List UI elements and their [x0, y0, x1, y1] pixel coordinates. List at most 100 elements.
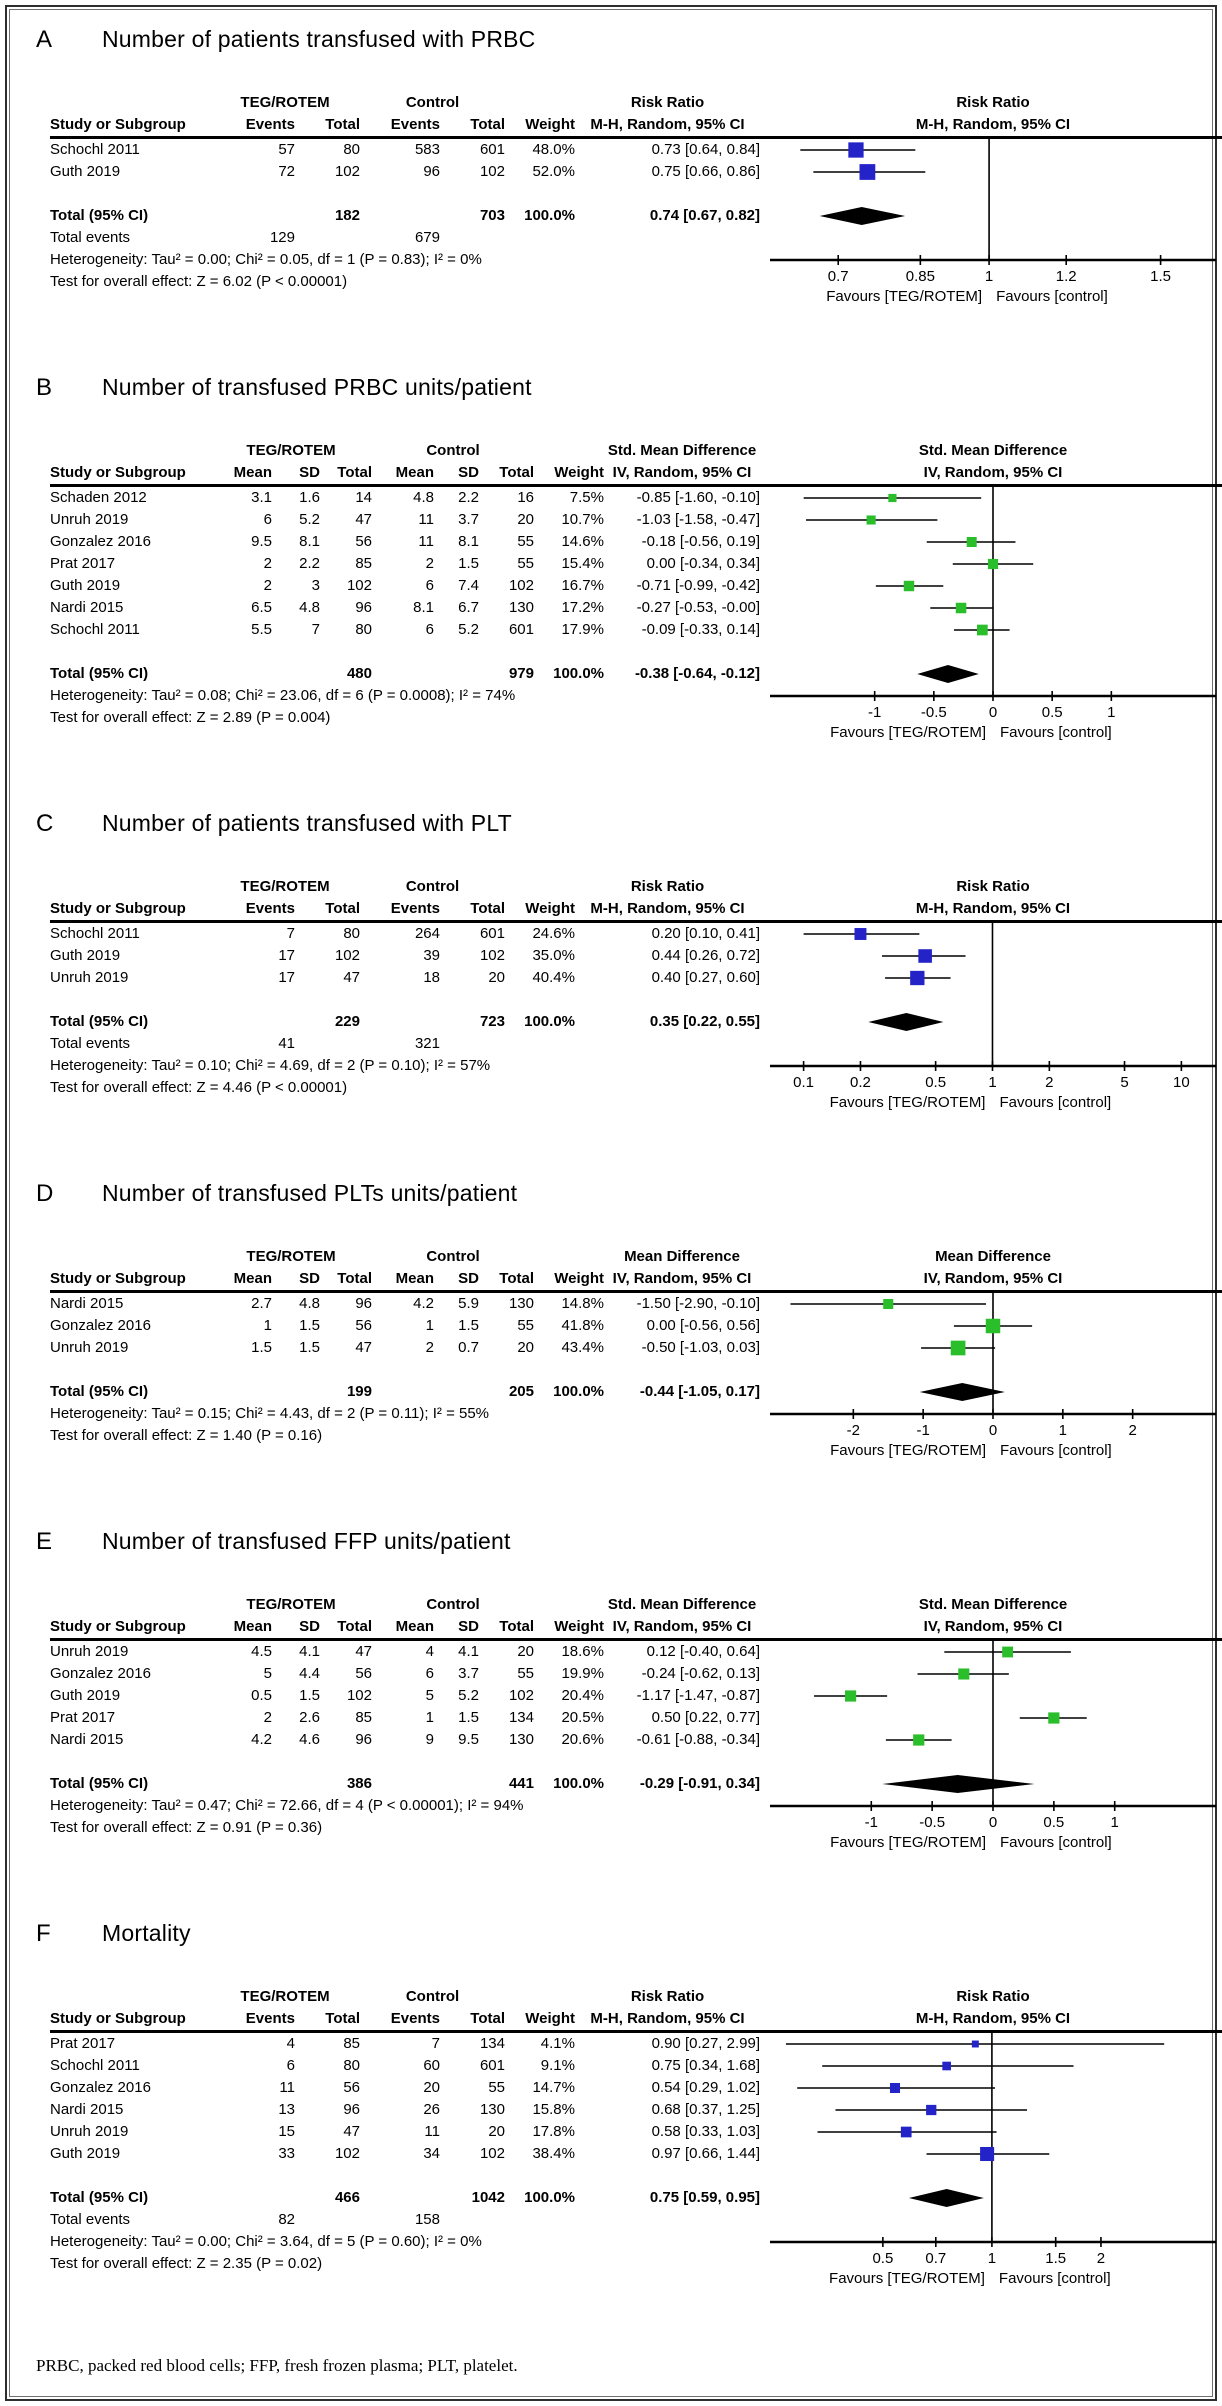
heterogeneity-text: Heterogeneity: Tau² = 0.00; Chi² = 3.64,… — [50, 2233, 482, 2250]
value-cell: 80 — [343, 141, 360, 158]
value-cell: 96 — [355, 1731, 372, 1748]
total-group1: 466 — [334, 2189, 360, 2206]
weight-cell: 18.6% — [561, 1643, 604, 1660]
value-cell: 4.1 — [458, 1643, 479, 1660]
effect-marker — [903, 580, 915, 592]
header-rule — [50, 1290, 760, 1293]
total-weight: 100.0% — [553, 1383, 604, 1400]
value-cell: 4.8 — [299, 599, 320, 616]
summary-diamond — [882, 1775, 1035, 1793]
study-name-cell: Prat 2017 — [50, 1709, 116, 1726]
study-name-cell: Schaden 2012 — [50, 489, 147, 506]
column-header: Weight — [554, 1618, 604, 1635]
value-cell: 3.1 — [251, 489, 272, 506]
weight-cell: 35.0% — [532, 947, 575, 964]
header-spacer — [50, 92, 210, 114]
plot-effect-measure-label: Mean Difference — [935, 1248, 1051, 1265]
overall-effect-text: Test for overall effect: Z = 4.46 (P < 0… — [50, 1079, 348, 1096]
weight-cell: 41.8% — [561, 1317, 604, 1334]
effect-marker — [918, 949, 932, 963]
value-cell: 1.5 — [299, 1339, 320, 1356]
total-weight: 100.0% — [524, 2189, 575, 2206]
column-header: SD — [299, 464, 320, 481]
column-header: Total — [470, 2010, 505, 2027]
weight-cell: 16.7% — [561, 577, 604, 594]
panel-heading: Number of patients transfused with PRBC — [102, 26, 536, 52]
value-cell: 2 — [263, 1709, 272, 1726]
effect-estimate-cell: -0.71 [-0.99, -0.42] — [636, 577, 760, 594]
value-cell: 14 — [355, 489, 372, 506]
value-cell: 60 — [423, 2057, 440, 2074]
effect-estimate-cell: -1.17 [-1.47, -0.87] — [636, 1687, 760, 1704]
effect-estimate-cell: 0.73 [0.64, 0.84] — [651, 141, 760, 158]
effect-marker — [913, 1734, 925, 1746]
value-cell: 1.5 — [458, 555, 479, 572]
value-cell: 102 — [346, 577, 372, 594]
header-spacer — [50, 440, 210, 462]
effect-estimate-cell: 0.58 [0.33, 1.03] — [651, 2123, 760, 2140]
plot-effect-measure-label: Std. Mean Difference — [918, 1596, 1068, 1613]
panel-B: B Number of transfused PRBC units/patient… — [10, 374, 1222, 748]
header-spacer — [534, 1246, 604, 1268]
value-cell: 3 — [311, 577, 320, 594]
heterogeneity-text: Heterogeneity: Tau² = 0.00; Chi² = 0.05,… — [50, 251, 482, 268]
overall-effect-text: Test for overall effect: Z = 0.91 (P = 0… — [50, 1819, 323, 1836]
favours-left-label: Favours [TEG/ROTEM] — [830, 1442, 986, 1459]
effect-estimate-cell: 0.12 [-0.40, 0.64] — [646, 1643, 760, 1660]
study-name-cell: Guth 2019 — [50, 1687, 121, 1704]
total-events-label: Total events — [50, 1035, 131, 1052]
column-header: Events — [390, 116, 440, 133]
header-rule-extension — [760, 484, 1222, 487]
header-spacer — [505, 876, 575, 898]
axis-tick-label: -2 — [847, 1422, 860, 1439]
effect-model-header: M-H, Random, 95% CI — [590, 2010, 745, 2027]
value-cell: 9.5 — [458, 1731, 479, 1748]
value-cell: 102 — [508, 1687, 534, 1704]
value-cell: 8.1 — [458, 533, 479, 550]
total-label: Total (95% CI) — [50, 207, 149, 224]
value-cell: 0.7 — [458, 1339, 479, 1356]
value-cell: 20 — [517, 1339, 534, 1356]
favours-right-label: Favours [control] — [1000, 1834, 1112, 1851]
weight-cell: 20.6% — [561, 1731, 604, 1748]
axis-tick-label: 5 — [1120, 1074, 1128, 1091]
study-name-cell: Nardi 2015 — [50, 599, 124, 616]
axis-tick-label: -0.5 — [919, 1814, 945, 1831]
total-label: Total (95% CI) — [50, 2189, 149, 2206]
effect-estimate-cell: -0.50 [-1.03, 0.03] — [641, 1339, 760, 1356]
forest-plot-svg: 0.7 0.85 1 1.2 1.5 Favours [TEG/ROTEM] Favours… — [770, 139, 1216, 305]
column-header: Mean — [395, 464, 434, 481]
effect-marker — [926, 2104, 937, 2116]
header-rule-extension — [760, 136, 1222, 139]
column-header: Total — [325, 2010, 360, 2027]
header-spacer — [50, 1986, 210, 2008]
group2-header: Control — [405, 878, 460, 895]
weight-cell: 14.8% — [561, 1295, 604, 1312]
value-cell: 4 — [425, 1643, 434, 1660]
value-cell: 134 — [508, 1709, 534, 1726]
effect-marker — [883, 1298, 894, 1310]
panel-F: F Mortality TEG/ROTEM Control Risk Ratio Stud… — [10, 1920, 1222, 2294]
total-label: Total (95% CI) — [50, 665, 149, 682]
favours-right-label: Favours [control] — [996, 288, 1108, 305]
effect-model-header: M-H, Random, 95% CI — [590, 900, 745, 917]
weight-cell: 10.7% — [561, 511, 604, 528]
weight-cell: 38.4% — [532, 2145, 575, 2162]
weight-cell: 14.6% — [561, 533, 604, 550]
axis-tick-label: 0.7 — [925, 2250, 946, 2267]
panel-heading: Number of patients transfused with PLT — [102, 810, 512, 836]
axis-tick-label: 1 — [988, 2250, 996, 2267]
header-rule-extension — [760, 920, 1222, 923]
value-cell: 9.5 — [251, 533, 272, 550]
value-cell: 47 — [343, 2123, 360, 2140]
value-cell: 17 — [278, 947, 295, 964]
plot-header: Std. Mean Difference IV, Random, 95% CI — [768, 1594, 1218, 1638]
plot-header: Std. Mean Difference IV, Random, 95% CI — [768, 440, 1218, 484]
panel-letter: C — [36, 810, 54, 837]
plot-header: Risk Ratio M-H, Random, 95% CI — [768, 1986, 1218, 2030]
total-effect: -0.44 [-1.05, 0.17] — [639, 1383, 760, 1400]
panel-title-F: F Mortality — [36, 1920, 1212, 1948]
blank-row — [50, 2165, 760, 2187]
favours-left-label: Favours [TEG/ROTEM] — [829, 2270, 985, 2287]
axis-tick-label: 0.85 — [906, 268, 935, 285]
